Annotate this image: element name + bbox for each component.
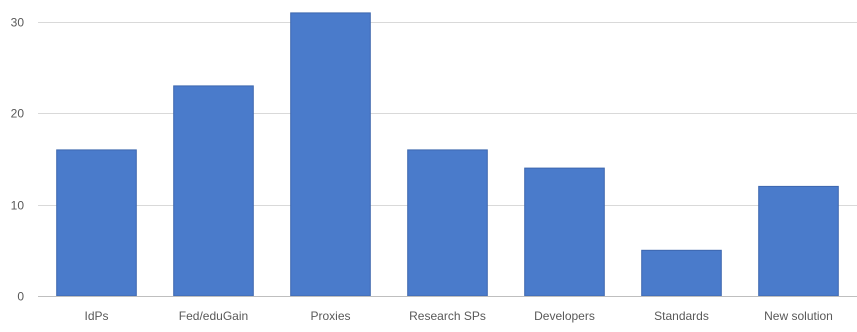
x-tick-label: IdPs [84, 309, 108, 323]
y-tick-label: 0 [17, 290, 24, 304]
bar-standards [641, 249, 722, 297]
x-axis-tick-labels: IdPs Fed/eduGain Proxies Research SPs Develo… [84, 309, 832, 323]
y-axis-tick-labels: 0 10 20 30 [11, 16, 25, 304]
y-tick-label: 30 [11, 16, 25, 30]
bar-new-solution [758, 185, 839, 297]
bar-fed-edugain [173, 85, 254, 297]
bar-idps [56, 149, 137, 297]
x-tick-label: Standards [654, 309, 709, 323]
bar-proxies [290, 12, 371, 297]
bar-developers [524, 167, 605, 297]
y-tick-label: 10 [11, 199, 25, 213]
bars [56, 12, 839, 297]
x-tick-label: Developers [534, 309, 595, 323]
y-tick-label: 20 [11, 107, 25, 121]
x-tick-label: Fed/eduGain [179, 309, 248, 323]
x-tick-label: Proxies [310, 309, 350, 323]
x-tick-label: Research SPs [409, 309, 486, 323]
x-tick-label: New solution [764, 309, 833, 323]
bar-research-sps [407, 149, 488, 297]
